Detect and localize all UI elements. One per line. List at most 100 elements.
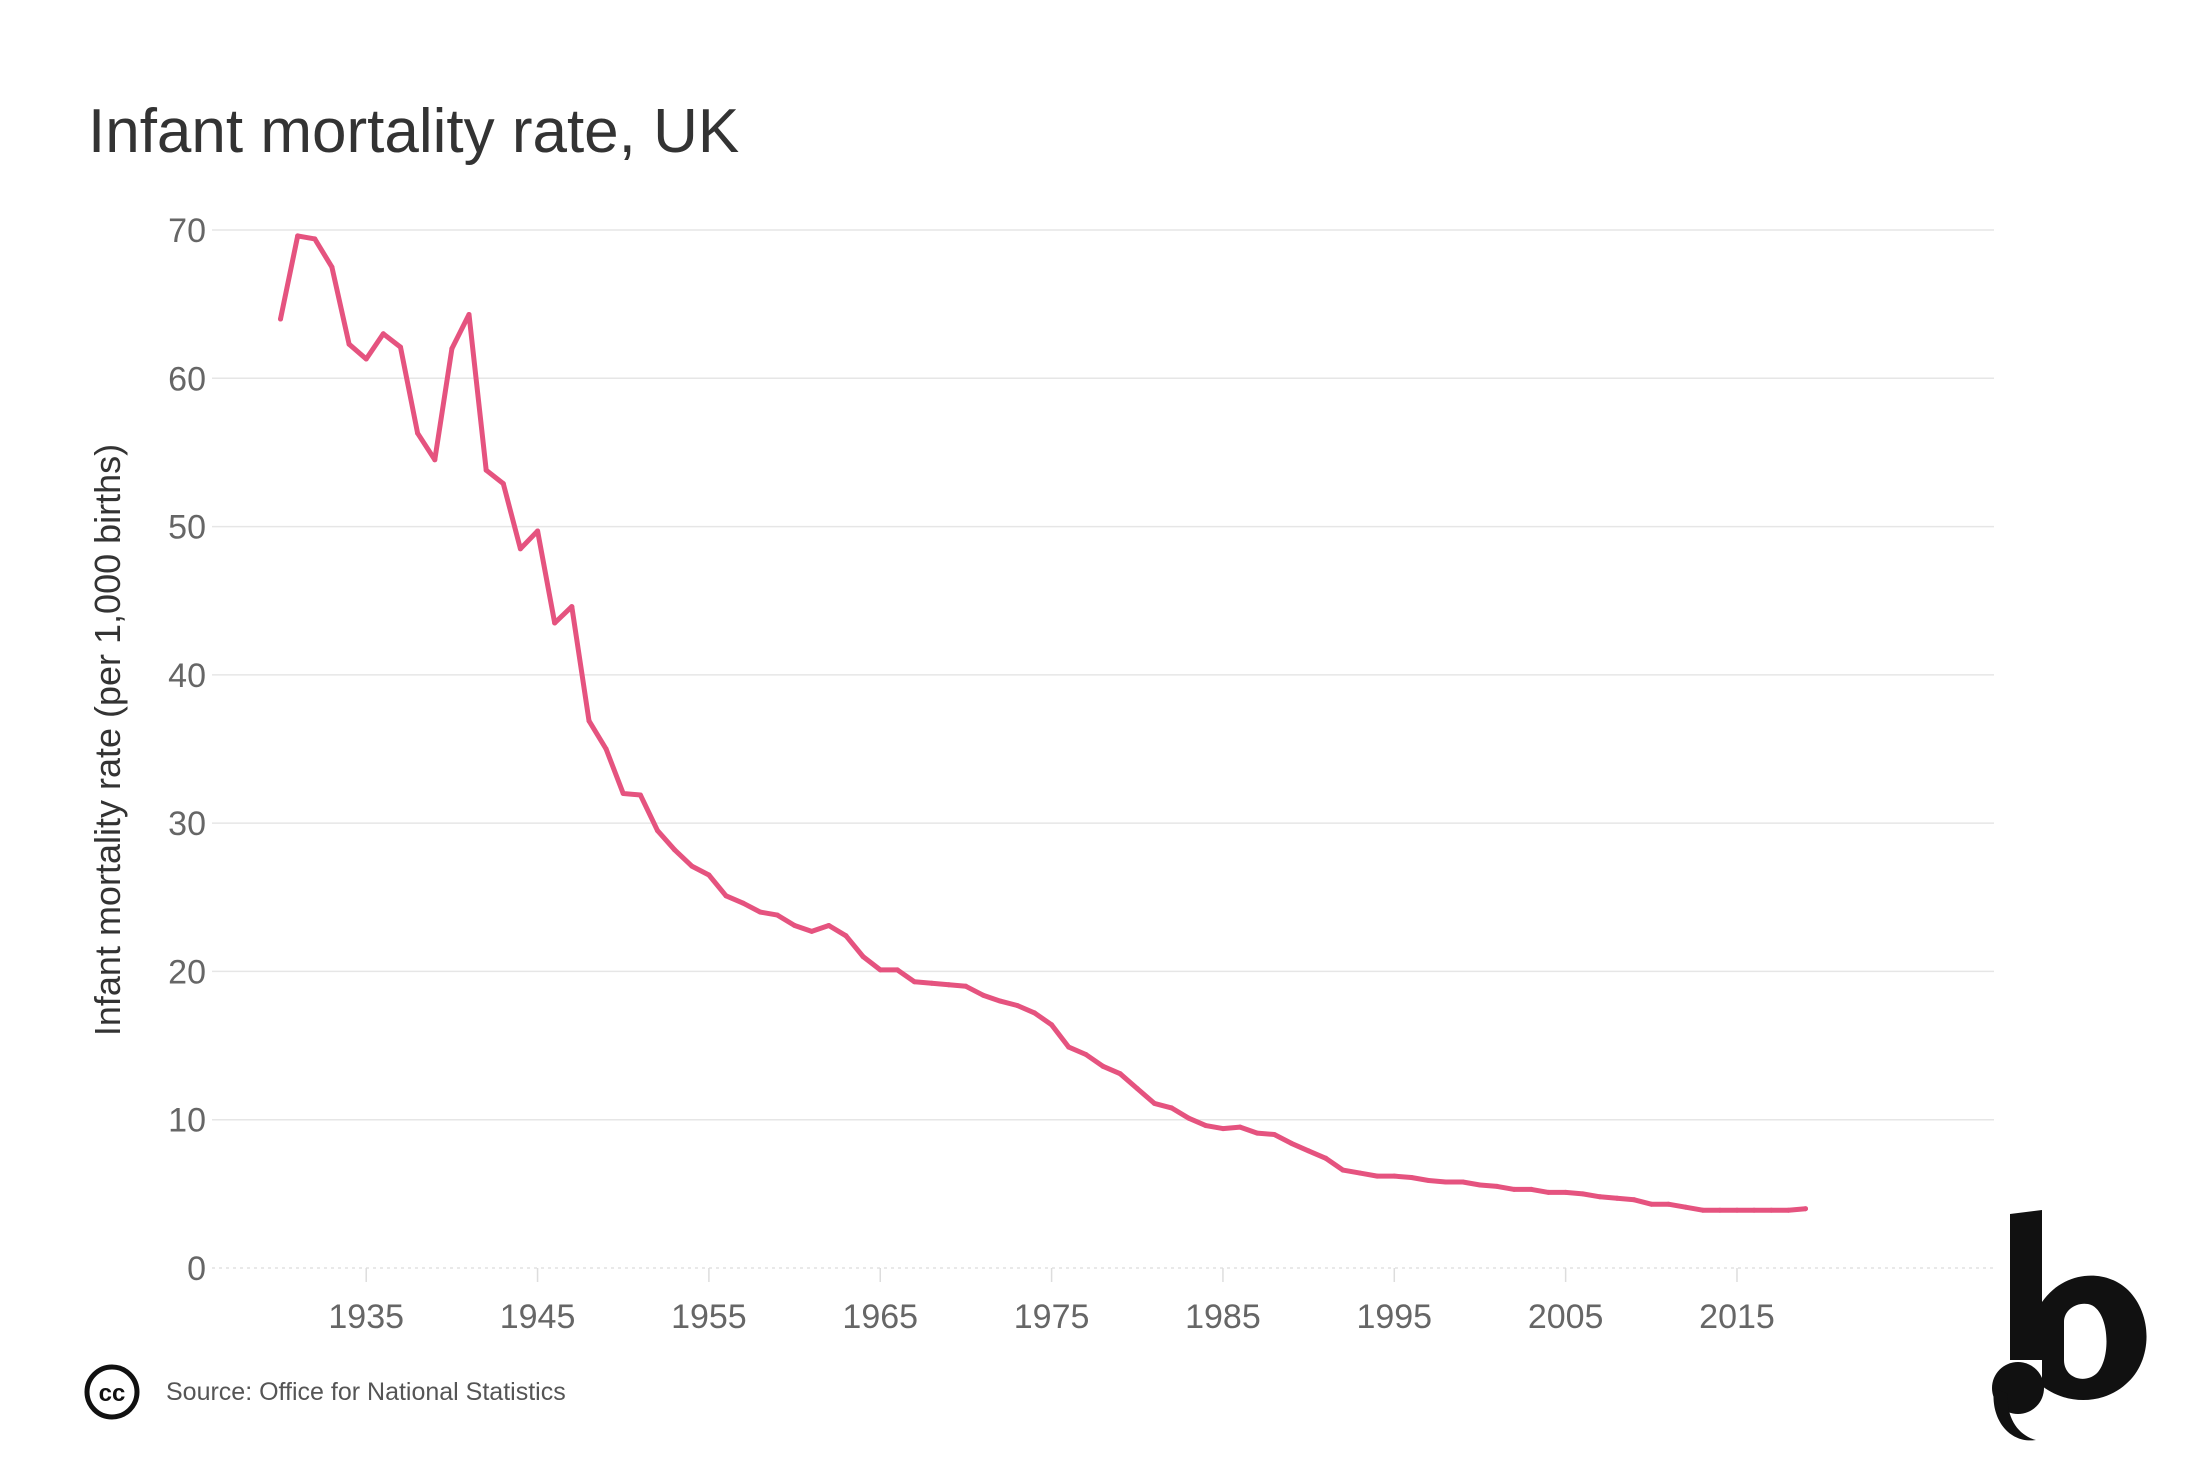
data-point bbox=[740, 900, 746, 906]
data-point bbox=[569, 604, 575, 610]
data-point bbox=[1100, 1063, 1106, 1069]
data-point bbox=[672, 847, 678, 853]
y-axis-ticks: 0 10 20 30 40 50 60 70 bbox=[168, 212, 206, 1288]
data-point bbox=[1648, 1201, 1654, 1207]
data-point bbox=[809, 928, 815, 934]
data-point bbox=[1203, 1123, 1209, 1129]
data-point bbox=[398, 344, 403, 350]
data-point bbox=[603, 746, 609, 752]
data-point bbox=[1785, 1207, 1791, 1213]
data-point bbox=[689, 863, 695, 869]
data-point bbox=[1151, 1100, 1157, 1106]
data-point bbox=[620, 791, 626, 796]
data-point bbox=[963, 983, 969, 989]
data-point bbox=[1357, 1170, 1363, 1176]
chart-title: Infant mortality rate, UK bbox=[88, 97, 740, 166]
x-axis-ticks: 1935 1945 1955 1965 1975 1985 1995 2005 2015 bbox=[328, 1268, 1775, 1336]
data-point bbox=[1323, 1155, 1329, 1161]
data-point bbox=[483, 467, 489, 473]
data-point bbox=[1134, 1086, 1140, 1092]
y-tick-label: 10 bbox=[168, 1102, 206, 1140]
data-point bbox=[1254, 1130, 1260, 1136]
x-tick-label: 1975 bbox=[1014, 1298, 1090, 1336]
series-line bbox=[278, 233, 1808, 1213]
data-point bbox=[637, 792, 643, 798]
cc-icon-label: cc bbox=[99, 1380, 126, 1407]
data-point bbox=[552, 620, 558, 626]
data-point bbox=[380, 331, 386, 337]
data-point bbox=[312, 236, 318, 242]
data-point bbox=[586, 718, 592, 724]
data-point bbox=[1768, 1207, 1774, 1213]
data-point bbox=[432, 457, 438, 463]
x-tick-label: 1985 bbox=[1185, 1298, 1261, 1336]
data-point bbox=[415, 430, 421, 436]
data-point bbox=[877, 967, 883, 973]
y-tick-label: 60 bbox=[168, 360, 206, 398]
data-point bbox=[655, 828, 660, 834]
data-point bbox=[1665, 1201, 1671, 1207]
grid-lines bbox=[212, 229, 1994, 1269]
data-point bbox=[1374, 1173, 1380, 1179]
data-point bbox=[826, 923, 832, 928]
x-tick-label: 2015 bbox=[1699, 1298, 1775, 1336]
data-point bbox=[1683, 1204, 1689, 1210]
data-point bbox=[1614, 1195, 1620, 1201]
data-point bbox=[535, 528, 541, 534]
y-tick-label: 20 bbox=[168, 953, 206, 991]
data-point bbox=[1083, 1052, 1089, 1057]
data-point bbox=[1237, 1124, 1243, 1130]
data-point bbox=[346, 341, 352, 347]
data-point bbox=[1049, 1022, 1055, 1028]
data-point bbox=[1494, 1183, 1500, 1189]
data-point bbox=[774, 912, 780, 918]
data-point bbox=[449, 346, 455, 352]
data-point bbox=[706, 872, 712, 878]
data-point bbox=[500, 481, 506, 487]
data-point bbox=[1426, 1178, 1432, 1183]
data-point bbox=[1032, 1010, 1037, 1016]
data-point bbox=[1751, 1207, 1757, 1213]
data-point bbox=[860, 954, 866, 960]
data-point bbox=[1306, 1148, 1312, 1154]
data-point bbox=[1511, 1186, 1517, 1192]
data-point bbox=[1477, 1182, 1483, 1188]
x-tick-label: 1945 bbox=[500, 1298, 576, 1336]
data-point bbox=[1717, 1207, 1723, 1213]
data-point bbox=[1066, 1044, 1072, 1050]
data-point bbox=[757, 909, 763, 915]
data-point bbox=[723, 893, 729, 899]
source-line: cc Source: Office for National Statistic… bbox=[84, 1364, 566, 1420]
data-point bbox=[1734, 1207, 1740, 1213]
data-point bbox=[912, 979, 917, 985]
data-point bbox=[278, 316, 283, 322]
data-point bbox=[1700, 1207, 1706, 1213]
data-point bbox=[1340, 1167, 1346, 1173]
source-text: Source: Office for National Statistics bbox=[166, 1377, 566, 1406]
data-point bbox=[929, 980, 935, 986]
data-point bbox=[1117, 1071, 1123, 1077]
data-point bbox=[946, 982, 952, 988]
data-point bbox=[1220, 1126, 1226, 1132]
data-point bbox=[1546, 1189, 1551, 1195]
x-tick-label: 2005 bbox=[1528, 1298, 1604, 1336]
data-point bbox=[843, 933, 849, 939]
x-tick-label: 1935 bbox=[328, 1298, 404, 1336]
data-point bbox=[1460, 1179, 1466, 1185]
data-point bbox=[466, 312, 472, 317]
data-point bbox=[295, 233, 301, 239]
data-point bbox=[1289, 1140, 1294, 1146]
data-point bbox=[1014, 1003, 1020, 1008]
x-tick-label: 1955 bbox=[671, 1298, 747, 1336]
y-tick-label: 30 bbox=[168, 805, 206, 843]
data-point bbox=[894, 967, 900, 973]
y-tick-label: 0 bbox=[187, 1250, 206, 1288]
data-point bbox=[329, 264, 335, 270]
y-tick-label: 70 bbox=[168, 212, 206, 250]
brand-b-logo bbox=[1992, 1210, 2147, 1441]
y-tick-label: 50 bbox=[168, 509, 206, 547]
data-point bbox=[997, 998, 1003, 1004]
y-tick-label: 40 bbox=[168, 657, 206, 695]
data-point bbox=[1803, 1206, 1808, 1212]
